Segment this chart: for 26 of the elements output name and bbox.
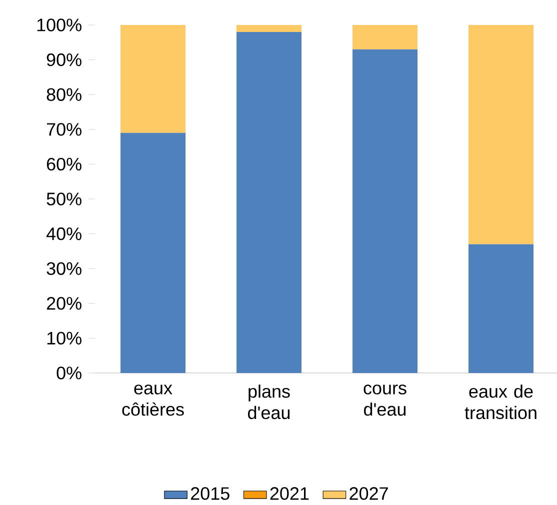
bar	[236, 24, 302, 32]
bar	[468, 244, 534, 373]
y-tick-label: 30%	[46, 262, 82, 275]
legend-label: 2027	[350, 487, 388, 500]
bar	[352, 49, 418, 373]
y-tick-label: 20%	[46, 297, 82, 310]
y-tick-label: 50%	[46, 192, 82, 206]
y-tick-label: 40%	[46, 227, 82, 240]
y-tick-label: 100%	[37, 18, 82, 32]
legend-label: 2021	[270, 487, 309, 500]
x-tick-label: eaux côtières	[122, 384, 184, 416]
y-tick-label: 0%	[56, 366, 82, 380]
y-tick-label: 10%	[47, 332, 82, 345]
bar	[120, 132, 186, 373]
bar	[352, 24, 418, 50]
y-tick-label: 60%	[46, 158, 82, 171]
x-tick-label: cours d'eau	[364, 384, 406, 416]
legend-label: 2015	[191, 487, 230, 500]
x-tick-label: plans d'eau	[248, 384, 290, 420]
x-tick-label: eaux de transition	[464, 384, 536, 420]
y-tick-label: 80%	[46, 88, 82, 101]
y-tick-label: 90%	[46, 53, 82, 66]
bar	[236, 32, 302, 373]
y-tick-label: 70%	[46, 123, 82, 136]
bar	[468, 24, 534, 244]
bar	[120, 24, 186, 133]
